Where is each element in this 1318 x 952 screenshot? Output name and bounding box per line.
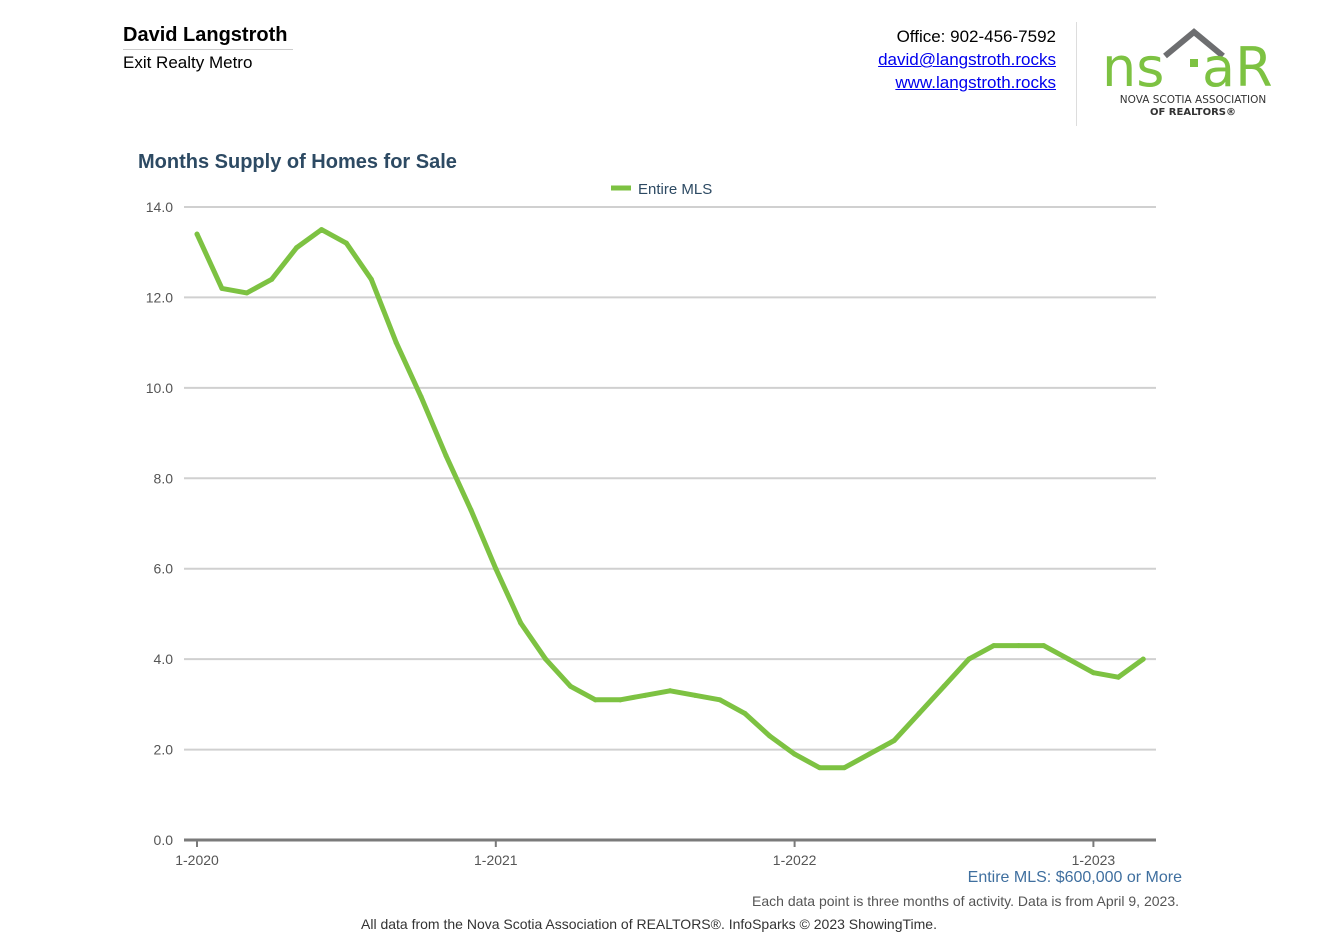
data-point xyxy=(767,733,773,739)
y-tick-label: 0.0 xyxy=(154,832,174,848)
nsar-logo: ns aR NOVA SCOTIA ASSOCIATION OF REALTOR… xyxy=(1102,28,1273,118)
data-point xyxy=(343,240,349,246)
y-tick-label: 8.0 xyxy=(154,470,174,486)
data-point xyxy=(244,290,250,296)
data-point xyxy=(518,620,524,626)
email-link[interactable]: david@langstroth.rocks xyxy=(878,50,1056,69)
data-point xyxy=(1041,643,1047,649)
y-tick-label: 12.0 xyxy=(146,289,173,305)
y-tick-label: 14.0 xyxy=(146,199,173,215)
agent-company: Exit Realty Metro xyxy=(123,53,253,72)
data-point xyxy=(592,697,598,703)
chart-legend[interactable]: Entire MLS xyxy=(611,181,712,198)
x-tick-label: 1-2020 xyxy=(175,852,219,868)
data-note: Each data point is three months of activ… xyxy=(752,893,1179,909)
data-point xyxy=(294,245,300,251)
logo-line1: NOVA SCOTIA ASSOCIATION xyxy=(1120,94,1266,106)
series-line-entire-mls xyxy=(194,227,1146,771)
logo-wordmark-right: aR xyxy=(1202,36,1273,99)
logo-roof-icon xyxy=(1163,28,1225,59)
y-tick-label: 6.0 xyxy=(154,561,174,577)
data-point xyxy=(891,738,897,744)
data-point xyxy=(1140,656,1146,662)
y-tick-label: 4.0 xyxy=(154,651,174,667)
data-point xyxy=(792,751,798,757)
data-point xyxy=(667,688,673,694)
footer-text: All data from the Nova Scotia Associatio… xyxy=(361,916,937,932)
agent-name: David Langstroth xyxy=(123,24,293,50)
chart-title: Months Supply of Homes for Sale xyxy=(138,151,457,173)
data-point xyxy=(319,227,324,233)
data-point xyxy=(393,340,399,346)
data-point xyxy=(418,394,424,400)
data-point xyxy=(941,683,947,689)
data-point xyxy=(468,507,474,513)
data-point xyxy=(368,276,374,282)
data-point xyxy=(493,566,499,572)
data-point xyxy=(1016,643,1022,649)
subset-label: Entire MLS: $600,000 or More xyxy=(967,869,1182,886)
logo-wordmark-left: ns xyxy=(1102,36,1164,99)
website-link[interactable]: www.langstroth.rocks xyxy=(895,73,1056,92)
data-point xyxy=(692,692,698,698)
logo-line2: OF REALTORS® xyxy=(1150,107,1236,118)
data-point xyxy=(841,765,847,771)
y-tick-label: 2.0 xyxy=(154,742,174,758)
data-point xyxy=(568,683,573,689)
data-point xyxy=(817,765,822,771)
data-point xyxy=(717,697,723,703)
data-point xyxy=(269,276,275,282)
data-point xyxy=(1090,670,1096,676)
data-point xyxy=(1066,656,1071,662)
data-point xyxy=(617,697,623,703)
logo-dot-icon xyxy=(1190,59,1198,67)
contact-block: Office: 902-456-7592 david@langstroth.ro… xyxy=(878,25,1056,94)
data-point xyxy=(966,656,972,662)
data-point xyxy=(866,751,872,757)
y-tick-label: 10.0 xyxy=(146,380,173,396)
x-tick-label: 1-2023 xyxy=(1072,852,1116,868)
data-point xyxy=(991,643,997,649)
legend-label: Entire MLS xyxy=(638,181,712,198)
data-point xyxy=(194,231,200,237)
data-point xyxy=(543,656,549,662)
data-point xyxy=(443,453,449,459)
footer: All data from the Nova Scotia Associatio… xyxy=(0,916,1318,932)
office-phone: Office: 902-456-7592 xyxy=(896,27,1056,46)
x-tick-label: 1-2021 xyxy=(474,852,518,868)
data-point xyxy=(742,710,748,716)
data-point xyxy=(916,710,922,716)
x-tick-label: 1-2022 xyxy=(773,852,817,868)
data-point xyxy=(1115,674,1121,680)
data-point xyxy=(642,692,648,698)
data-point xyxy=(219,285,225,291)
header-divider xyxy=(1076,22,1077,126)
